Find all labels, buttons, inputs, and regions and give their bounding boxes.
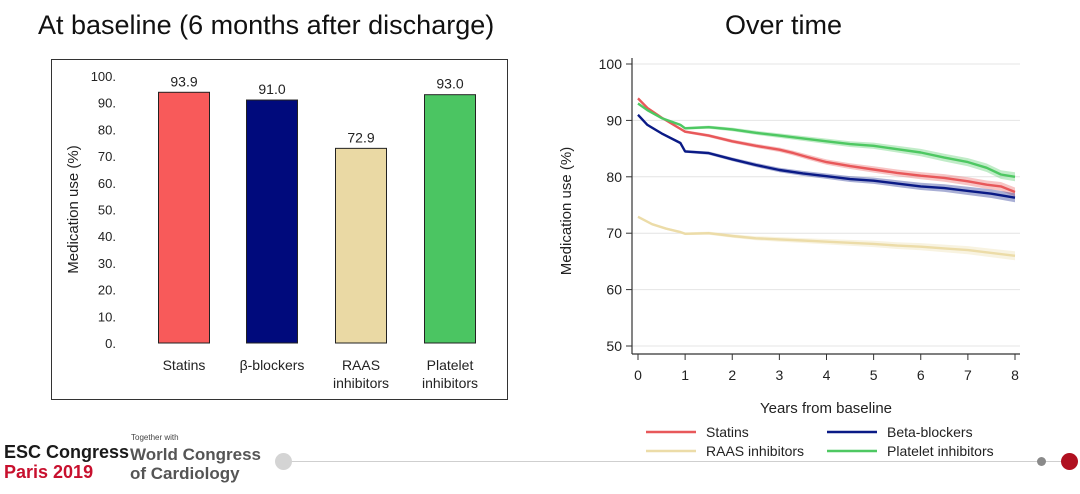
line-x-tick-label: 0 [634,367,642,383]
bar-category-label: β-blockers [240,357,305,373]
bar-y-tick-label: 0. [105,336,116,351]
bar-y-tick-label: 70. [98,149,116,164]
bar-category-label: Statins [163,357,206,373]
world-congress-logo-line1: World Congress [130,445,261,464]
left-chart-title: At baseline (6 months after discharge) [38,10,495,40]
line-y-tick-label: 60 [606,282,622,298]
timeline-start-dot [275,453,292,470]
bar-y-tick-label: 50. [98,203,116,218]
line-x-tick-label: 6 [917,367,925,383]
line-confidence-band [638,215,1015,261]
bar-y-tick-label: 40. [98,229,116,244]
bar-y-tick-label: 90. [98,96,116,111]
line-plot-area [632,58,1020,354]
line-confidence-band [638,113,1015,203]
esc-congress-logo-line1: ESC Congress [4,442,130,462]
line-x-tick-label: 1 [681,367,689,383]
line-series [637,113,1016,199]
timeline-line [284,461,1069,462]
bar [335,147,387,344]
bar-value-label: 93.0 [436,76,463,92]
line-x-tick-label: 2 [728,367,736,383]
line-chart: 50 60 70 80 90 100 0 1 2 3 4 5 6 7 8 Years from baselin… [558,56,1020,459]
line-y-tick-label: 100 [599,56,623,72]
timeline-mid-dot [1037,457,1046,466]
line-x-tick-label: 5 [870,367,878,383]
bar-y-tick-label: 10. [98,309,116,324]
bar-y-tick-label: 20. [98,283,116,298]
line-series [637,215,1016,257]
esc-congress-logo-line2: Paris 2019 [4,462,94,482]
bar [158,91,210,344]
bar-category-label: Platelet [427,357,474,373]
bar-value-label: 93.9 [170,73,197,89]
line-x-tick-label: 8 [1011,367,1019,383]
line-x-axis-label: Years from baseline [760,400,892,417]
together-with-label: Together with [131,433,179,442]
bar-chart: 0. 10. 20. 30. 40. 50. 60. 70. 80. 90. 100. Medicat… [51,59,508,400]
legend-label: Statins [706,424,749,440]
timeline-end-dot [1061,453,1078,470]
world-congress-logo-line2: of Cardiology [130,464,240,483]
line-x-tick-label: 3 [775,367,783,383]
bar-y-tick-label: 60. [98,176,116,191]
right-chart-title: Over time [725,10,843,40]
line-y-tick-label: 70 [606,225,622,241]
line-confidence-band [638,97,1015,197]
bar-y-axis-label: Medication use (%) [65,145,82,273]
line-x-tick-label: 4 [823,367,831,383]
bar-value-label: 72.9 [347,129,374,145]
line-series [637,102,1016,178]
bar [424,94,476,344]
line-series [637,97,1016,194]
line-y-tick-label: 50 [606,338,622,354]
line-y-tick-label: 80 [606,169,622,185]
legend-label: Beta-blockers [887,424,973,440]
bar-category-label: RAAS [342,357,380,373]
bar [246,99,298,344]
line-y-tick-label: 90 [606,112,622,128]
legend-label: RAAS inhibitors [706,443,804,459]
line-x-tick-label: 7 [964,367,972,383]
legend-label: Platelet inhibitors [887,443,994,459]
bar-value-label: 91.0 [258,81,285,97]
bar-category-label: inhibitors [333,375,389,391]
bar-y-tick-label: 80. [98,122,116,137]
footer: ESC Congress Paris 2019 Together with Wo… [0,428,1080,494]
bar-y-tick-label: 100. [91,69,116,84]
bar-y-tick-label: 30. [98,256,116,271]
bar-category-label: inhibitors [422,375,478,391]
line-y-axis-label: Medication use (%) [558,147,575,275]
